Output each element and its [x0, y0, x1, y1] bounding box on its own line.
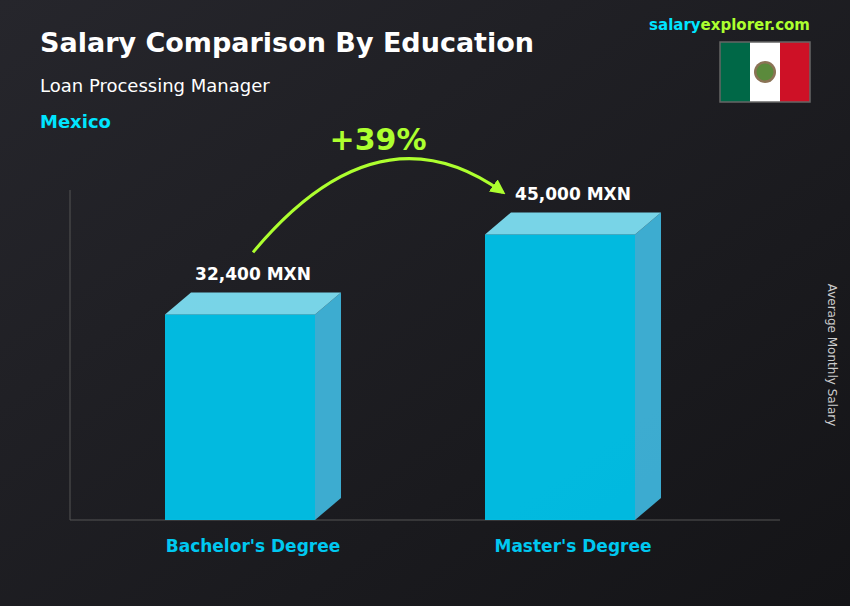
- data-label: 45,000 MXN: [515, 184, 631, 204]
- bar-side: [635, 212, 661, 520]
- flag-emblem: [757, 64, 774, 81]
- country: Mexico: [40, 111, 111, 132]
- flag-stripe: [780, 42, 810, 102]
- data-label: 32,400 MXN: [195, 264, 311, 284]
- flag: [720, 42, 810, 102]
- background: [0, 0, 850, 606]
- flag-stripe: [720, 42, 750, 102]
- x-tick-label: Bachelor's Degree: [166, 536, 341, 556]
- bar-top: [485, 212, 661, 234]
- title: Salary Comparison By Education: [40, 27, 534, 58]
- bar-side: [315, 292, 341, 520]
- flag-border: [720, 42, 810, 102]
- flag-emblem: [754, 61, 776, 83]
- site-text-salary: salary: [649, 16, 701, 34]
- chart: Salary Comparison By Education Loan Proce…: [0, 0, 850, 606]
- pct-change: +39%: [330, 122, 427, 157]
- bars: [165, 212, 661, 520]
- y-axis-label: Average Monthly Salary: [825, 284, 839, 427]
- bar: [485, 234, 635, 520]
- x-tick-label: Master's Degree: [494, 536, 651, 556]
- flag-stripe: [750, 42, 780, 102]
- site-text: salaryexplorer.com: [649, 16, 810, 34]
- change-arrow: [253, 159, 503, 253]
- subtitle: Loan Processing Manager: [40, 75, 270, 96]
- bar-top: [165, 292, 341, 314]
- bar: [165, 314, 315, 520]
- y-axis-line: [70, 190, 71, 520]
- site-text-rest: explorer.com: [701, 16, 810, 34]
